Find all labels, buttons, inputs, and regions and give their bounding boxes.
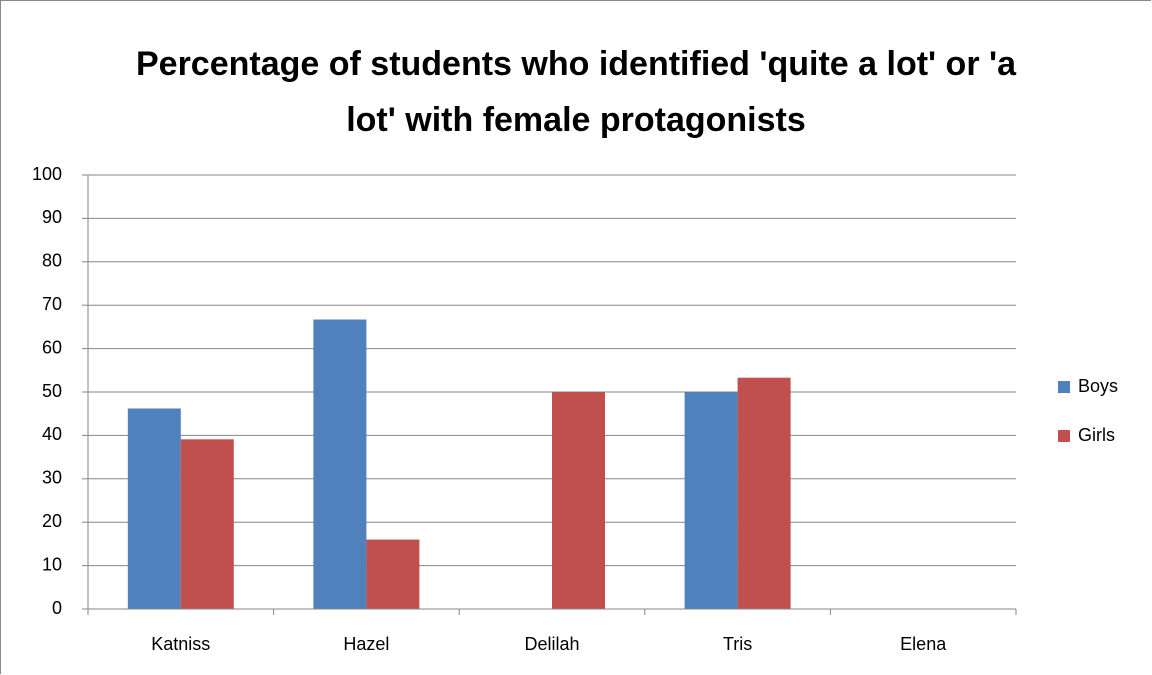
bar <box>313 319 367 609</box>
legend-swatch <box>1058 430 1070 442</box>
bar <box>180 439 234 609</box>
x-tick-label: Katniss <box>151 634 210 654</box>
y-tick-label: 100 <box>32 164 62 184</box>
bar <box>737 377 791 609</box>
y-tick-label: 80 <box>42 251 62 271</box>
y-tick-label: 10 <box>42 554 62 574</box>
x-tick-label: Delilah <box>524 634 579 654</box>
bar <box>366 539 420 609</box>
bar <box>127 408 181 609</box>
bar <box>684 392 738 609</box>
x-tick-label: Hazel <box>343 634 389 654</box>
x-tick-label: Tris <box>723 634 752 654</box>
x-tick-label: Elena <box>900 634 947 654</box>
y-tick-label: 20 <box>42 511 62 531</box>
y-tick-label: 90 <box>42 207 62 227</box>
chart-title: Percentage of students who identified 'q… <box>135 45 1016 139</box>
y-tick-label: 0 <box>52 598 62 618</box>
y-tick-label: 70 <box>42 294 62 314</box>
y-tick-label: 30 <box>42 468 62 488</box>
legend-label: Girls <box>1078 425 1115 445</box>
legend-swatch <box>1058 381 1070 393</box>
y-tick-label: 40 <box>42 424 62 444</box>
y-tick-label: 60 <box>42 337 62 357</box>
bar <box>552 392 605 609</box>
y-tick-label: 50 <box>42 381 62 401</box>
legend-label: Boys <box>1078 376 1118 396</box>
